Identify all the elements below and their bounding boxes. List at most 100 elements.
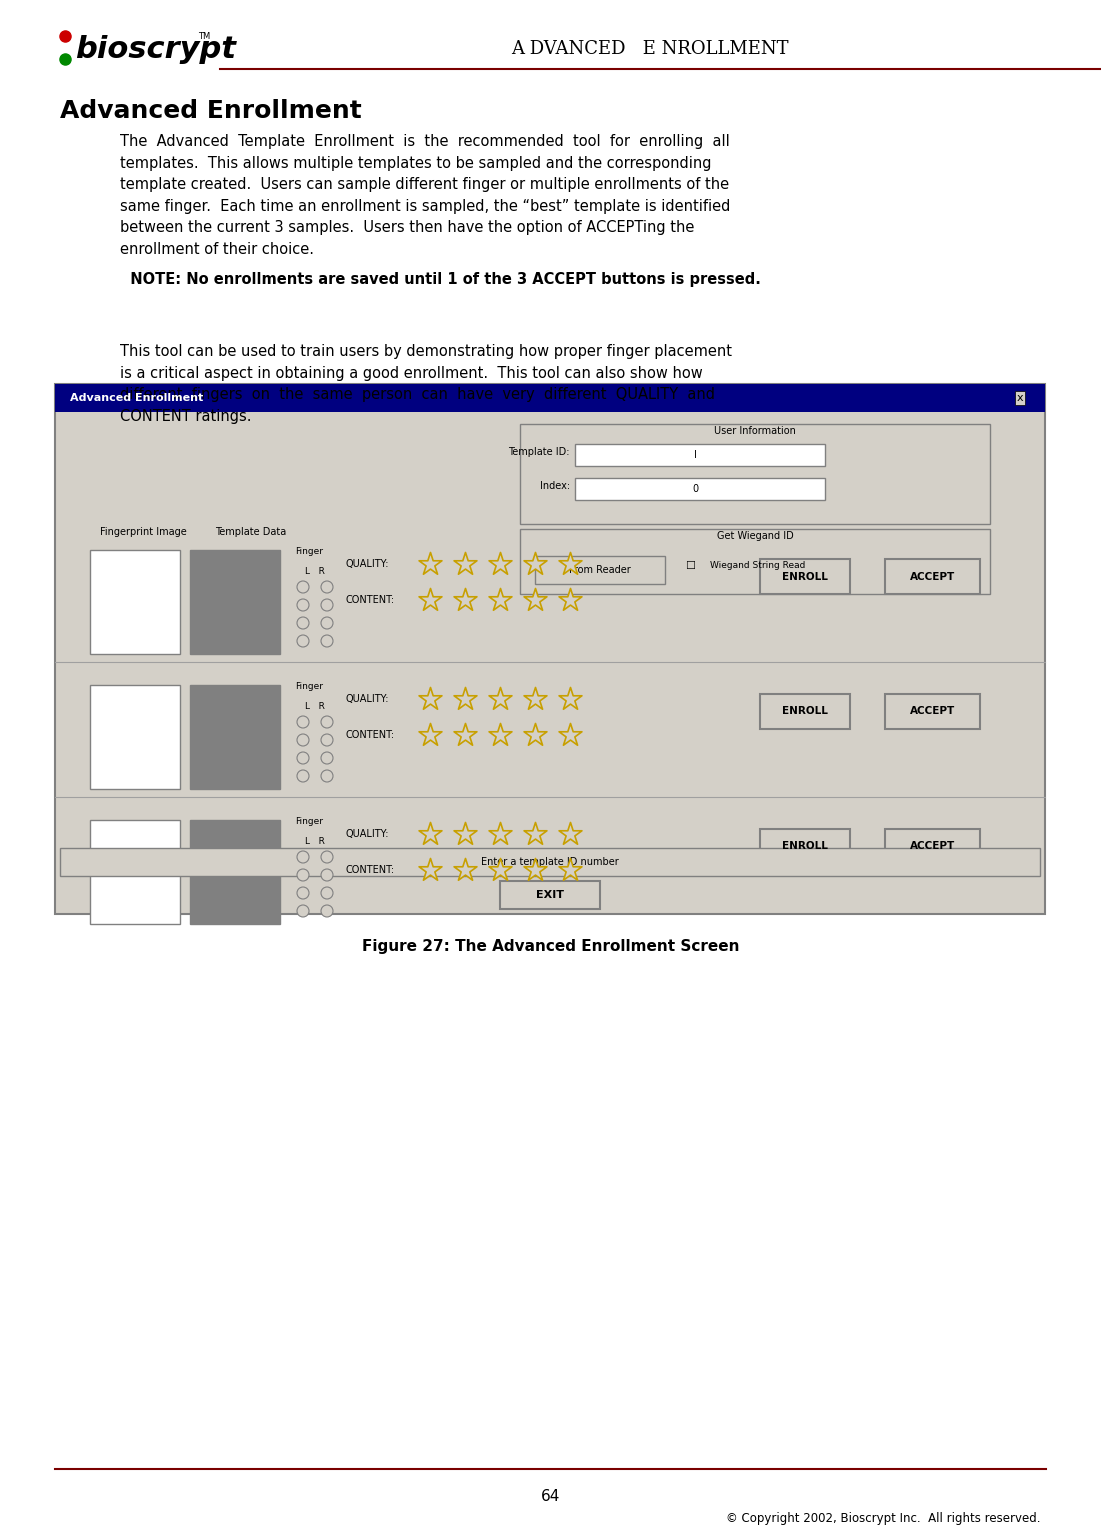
Text: QUALITY:: QUALITY: [345,558,389,569]
FancyBboxPatch shape [90,821,179,923]
Point [456,723,473,747]
Text: 0: 0 [691,485,698,494]
FancyBboxPatch shape [535,555,665,584]
FancyBboxPatch shape [760,558,850,594]
Text: QUALITY:: QUALITY: [345,828,389,839]
Circle shape [297,887,309,899]
Circle shape [321,851,333,864]
Text: Wiegand String Read: Wiegand String Read [710,561,805,571]
Text: L   R: L R [305,703,325,710]
Point [526,822,544,847]
Text: User Information: User Information [715,426,796,436]
Point [526,552,544,577]
Text: ☐: ☐ [685,561,695,571]
Circle shape [297,733,309,746]
Circle shape [321,635,333,647]
Circle shape [297,752,309,764]
Text: Finger: Finger [295,548,323,555]
Point [422,723,439,747]
Text: A DVANCED   E NROLLMENT: A DVANCED E NROLLMENT [511,40,788,58]
Circle shape [321,770,333,782]
Point [456,552,473,577]
Point [422,858,439,882]
Text: NOTE: No enrollments are saved until 1 of the 3 ACCEPT buttons is pressed.: NOTE: No enrollments are saved until 1 o… [120,272,761,287]
Text: Finger: Finger [295,683,323,690]
FancyBboxPatch shape [885,693,980,729]
Point [562,822,579,847]
FancyBboxPatch shape [190,821,280,923]
Circle shape [297,851,309,864]
FancyBboxPatch shape [90,686,179,788]
FancyBboxPatch shape [59,848,1040,876]
Text: TM: TM [198,32,210,41]
FancyBboxPatch shape [760,693,850,729]
Point [562,687,579,712]
Circle shape [321,598,333,611]
Point [422,588,439,612]
Text: ENROLL: ENROLL [782,572,828,581]
Point [456,858,473,882]
Circle shape [321,868,333,881]
Point [526,687,544,712]
Point [562,723,579,747]
Point [562,552,579,577]
Text: ACCEPT: ACCEPT [909,572,956,581]
FancyBboxPatch shape [885,828,980,864]
FancyBboxPatch shape [500,881,600,910]
Text: 64: 64 [541,1490,560,1503]
Circle shape [321,581,333,594]
FancyBboxPatch shape [190,686,280,788]
Circle shape [297,581,309,594]
Point [526,858,544,882]
FancyBboxPatch shape [520,529,990,594]
FancyBboxPatch shape [55,384,1045,413]
FancyBboxPatch shape [90,551,179,653]
Text: Finger: Finger [295,818,323,825]
FancyBboxPatch shape [575,479,825,500]
FancyBboxPatch shape [55,384,1045,914]
Text: Advanced Enrollment: Advanced Enrollment [70,393,204,403]
Point [491,723,509,747]
Text: From Reader: From Reader [569,565,631,575]
Text: Advanced Enrollment: Advanced Enrollment [59,100,362,123]
Text: ACCEPT: ACCEPT [909,842,956,851]
Point [456,822,473,847]
Circle shape [297,635,309,647]
Point [456,687,473,712]
Text: ACCEPT: ACCEPT [909,707,956,716]
Point [491,858,509,882]
Text: Index:: Index: [539,482,570,491]
Point [526,723,544,747]
Circle shape [321,617,333,629]
Text: L   R: L R [305,568,325,575]
Text: Fingerprint Image: Fingerprint Image [100,528,187,537]
Point [491,588,509,612]
FancyBboxPatch shape [885,558,980,594]
Text: bioscrypt: bioscrypt [75,34,236,63]
Circle shape [297,905,309,917]
Circle shape [321,905,333,917]
Point [422,687,439,712]
Circle shape [321,887,333,899]
Point [562,588,579,612]
Circle shape [297,716,309,729]
Point [491,822,509,847]
Text: Enter a template ID number: Enter a template ID number [481,858,619,867]
Text: Figure 27: The Advanced Enrollment Screen: Figure 27: The Advanced Enrollment Scree… [362,939,739,954]
Text: Get Wiegand ID: Get Wiegand ID [717,531,794,542]
Text: QUALITY:: QUALITY: [345,693,389,704]
Text: Template ID:: Template ID: [509,446,570,457]
Point [491,687,509,712]
FancyBboxPatch shape [520,423,990,525]
Text: CONTENT:: CONTENT: [345,595,394,604]
Circle shape [297,770,309,782]
Text: ENROLL: ENROLL [782,707,828,716]
Text: The  Advanced  Template  Enrollment  is  the  recommended  tool  for  enrolling : The Advanced Template Enrollment is the … [120,133,730,258]
Point [456,588,473,612]
Circle shape [297,617,309,629]
Point [526,588,544,612]
Text: L   R: L R [305,838,325,845]
Text: EXIT: EXIT [536,890,564,900]
Circle shape [321,716,333,729]
Text: x: x [1016,393,1023,403]
